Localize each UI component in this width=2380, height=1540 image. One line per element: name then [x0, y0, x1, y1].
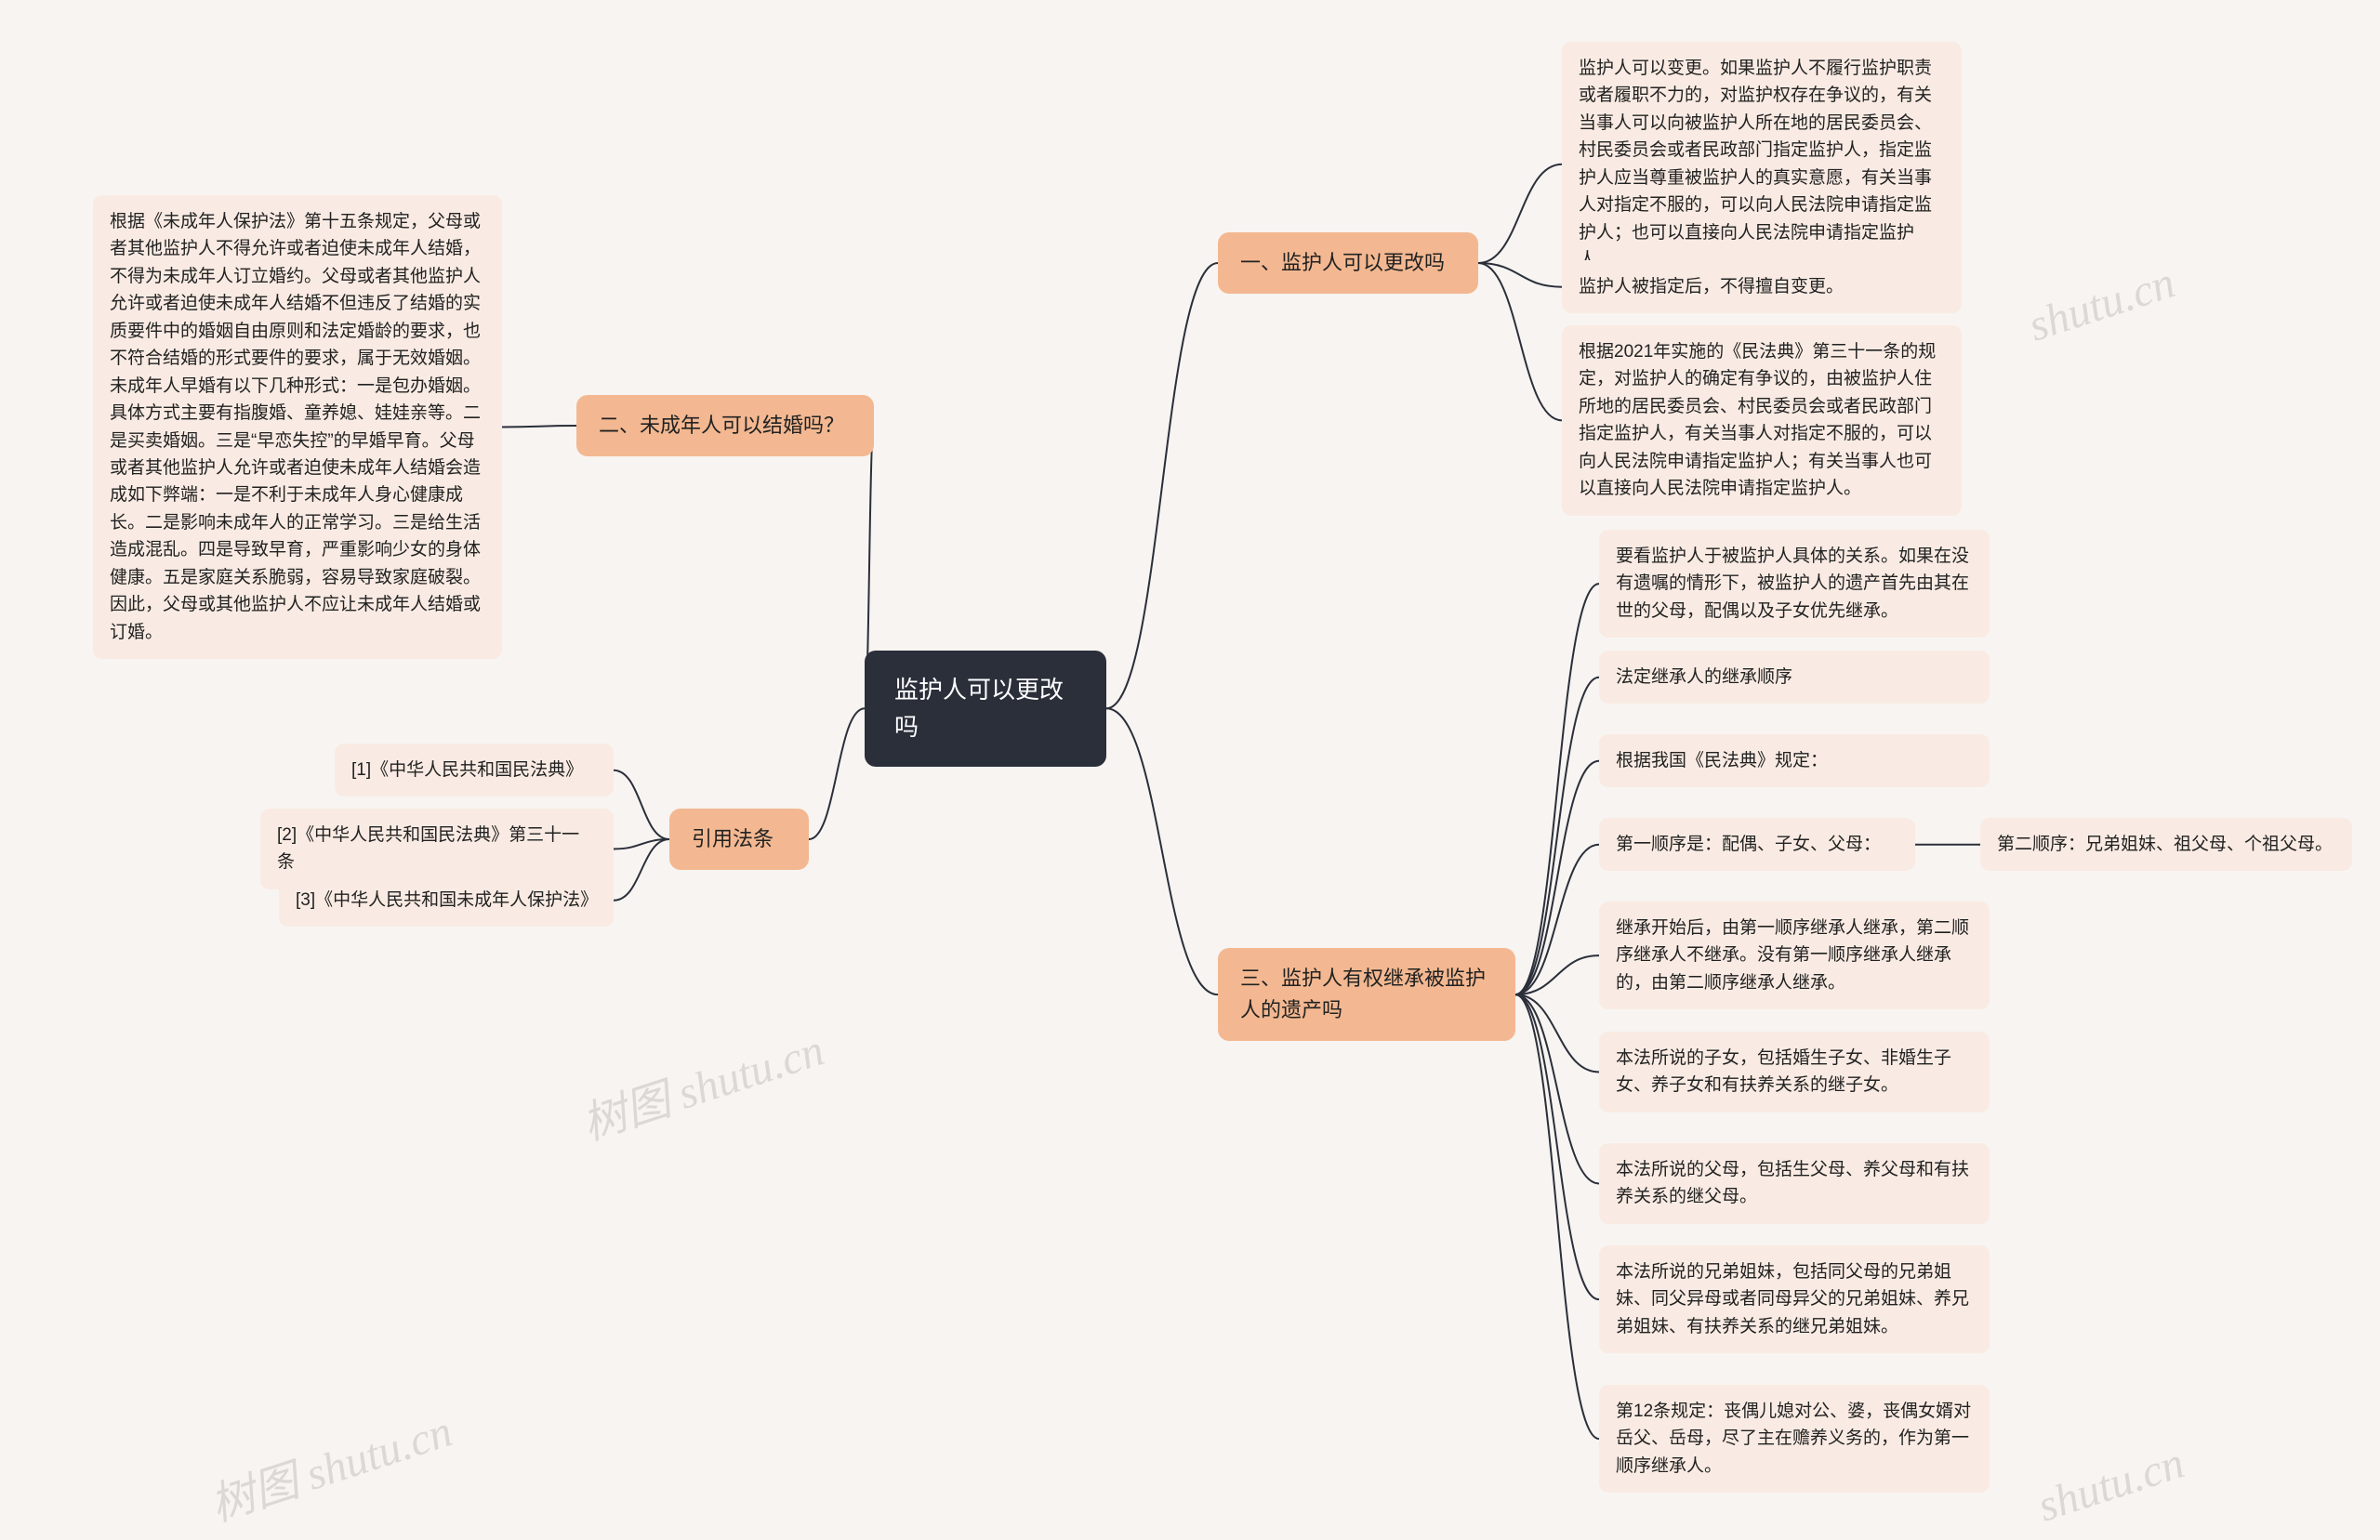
leaf-b3-4-child[interactable]: 第二顺序：兄弟姐妹、祖父母、个祖父母。	[1980, 818, 2352, 871]
leaf-b3-2[interactable]: 法定继承人的继承顺序	[1599, 651, 1990, 704]
leaf-b3-1-text: 要看监护人于被监护人具体的关系。如果在没有遗嘱的情形下，被监护人的遗产首先由其在…	[1616, 546, 1969, 621]
leaf-b3-4[interactable]: 第一顺序是：配偶、子女、父母：	[1599, 818, 1915, 871]
leaf-b3-8[interactable]: 本法所说的兄弟姐妹，包括同父母的兄弟姐妹、同父异母或者同母异父的兄弟姐妹、养兄弟…	[1599, 1245, 1990, 1353]
leaf-b1-3[interactable]: 根据2021年实施的《民法典》第三十一条的规定，对监护人的确定有争议的，由被监护…	[1562, 325, 1962, 516]
watermark-2: 树图 shutu.cn	[201, 1394, 459, 1533]
leaf-b1-3-text: 根据2021年实施的《民法典》第三十一条的规定，对监护人的确定有争议的，由被监护…	[1579, 342, 1936, 498]
leaf-b3-9[interactable]: 第12条规定：丧偶儿媳对公、婆，丧偶女婿对岳父、岳母，尽了主在赡养义务的，作为第…	[1599, 1385, 1990, 1493]
branch-1-label: 一、监护人可以更改吗	[1240, 251, 1445, 274]
leaf-b3-5[interactable]: 继承开始后，由第一顺序继承人继承，第二顺序继承人不继承。没有第一顺序继承人继承的…	[1599, 902, 1990, 1009]
leaf-b2-1-text: 根据《未成年人保护法》第十五条规定，父母或者其他监护人不得允许或者迫使未成年人结…	[110, 212, 481, 642]
leaf-b3-7[interactable]: 本法所说的父母，包括生父母、养父母和有扶养关系的继父母。	[1599, 1143, 1990, 1224]
leaf-b3-2-text: 法定继承人的继承顺序	[1616, 667, 1792, 687]
watermark-3: shutu.cn	[2022, 257, 2180, 351]
mindmap-canvas: 监护人可以更改吗 一、监护人可以更改吗 监护人可以变更。如果监护人不履行监护职责…	[0, 0, 2380, 1540]
branch-3[interactable]: 三、监护人有权继承被监护人的遗产吗	[1218, 948, 1515, 1041]
leaf-b3-9-text: 第12条规定：丧偶儿媳对公、婆，丧偶女婿对岳父、岳母，尽了主在赡养义务的，作为第…	[1616, 1402, 1971, 1476]
leaf-b4-1[interactable]: [1]《中华人民共和国民法典》	[335, 744, 614, 796]
leaf-b3-4-child-text: 第二顺序：兄弟姐妹、祖父母、个祖父母。	[1997, 835, 2333, 854]
root-node[interactable]: 监护人可以更改吗	[865, 651, 1106, 767]
leaf-b4-3[interactable]: [3]《中华人民共和国未成年人保护法》	[279, 874, 614, 927]
leaf-b1-2-text: 监护人被指定后，不得擅自变更。	[1579, 277, 1844, 296]
leaf-b1-2[interactable]: 监护人被指定后，不得擅自变更。	[1562, 260, 1962, 313]
root-label: 监护人可以更改吗	[894, 676, 1064, 741]
leaf-b3-7-text: 本法所说的父母，包括生父母、养父母和有扶养关系的继父母。	[1616, 1160, 1969, 1206]
leaf-b3-4-text: 第一顺序是：配偶、子女、父母：	[1616, 835, 1881, 854]
leaf-b4-3-text: [3]《中华人民共和国未成年人保护法》	[296, 890, 598, 910]
leaf-b3-8-text: 本法所说的兄弟姐妹，包括同父母的兄弟姐妹、同父异母或者同母异父的兄弟姐妹、养兄弟…	[1616, 1262, 1969, 1336]
branch-4[interactable]: 引用法条	[669, 809, 809, 870]
watermark-4: shutu.cn	[2031, 1437, 2189, 1532]
leaf-b3-5-text: 继承开始后，由第一顺序继承人继承，第二顺序继承人不继承。没有第一顺序继承人继承的…	[1616, 918, 1969, 993]
branch-2-label: 二、未成年人可以结婚吗？	[599, 414, 844, 437]
leaf-b1-1[interactable]: 监护人可以变更。如果监护人不履行监护职责或者履职不力的，对监护权存在争议的，有关…	[1562, 42, 1962, 287]
branch-3-label: 三、监护人有权继承被监护人的遗产吗	[1240, 967, 1486, 1021]
leaf-b3-1[interactable]: 要看监护人于被监护人具体的关系。如果在没有遗嘱的情形下，被监护人的遗产首先由其在…	[1599, 530, 1990, 638]
leaf-b3-3[interactable]: 根据我国《民法典》规定：	[1599, 734, 1990, 787]
leaf-b4-1-text: [1]《中华人民共和国民法典》	[351, 760, 583, 780]
leaf-b3-3-text: 根据我国《民法典》规定：	[1616, 751, 1828, 770]
branch-4-label: 引用法条	[692, 827, 774, 850]
leaf-b1-1-text: 监护人可以变更。如果监护人不履行监护职责或者履职不力的，对监护权存在争议的，有关…	[1579, 59, 1932, 270]
leaf-b4-2-text: [2]《中华人民共和国民法典》第三十一条	[277, 825, 579, 872]
leaf-b3-6-text: 本法所说的子女，包括婚生子女、非婚生子女、养子女和有扶养关系的继子女。	[1616, 1048, 1951, 1095]
branch-2[interactable]: 二、未成年人可以结婚吗？	[576, 395, 874, 456]
leaf-b3-6[interactable]: 本法所说的子女，包括婚生子女、非婚生子女、养子女和有扶养关系的继子女。	[1599, 1032, 1990, 1112]
branch-1[interactable]: 一、监护人可以更改吗	[1218, 232, 1478, 294]
watermark-1: 树图 shutu.cn	[573, 1013, 831, 1152]
leaf-b2-1[interactable]: 根据《未成年人保护法》第十五条规定，父母或者其他监护人不得允许或者迫使未成年人结…	[93, 195, 502, 659]
